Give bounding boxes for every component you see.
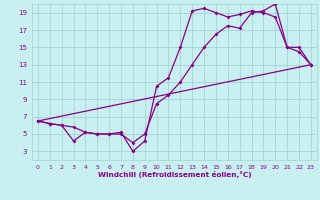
X-axis label: Windchill (Refroidissement éolien,°C): Windchill (Refroidissement éolien,°C) — [98, 171, 251, 178]
